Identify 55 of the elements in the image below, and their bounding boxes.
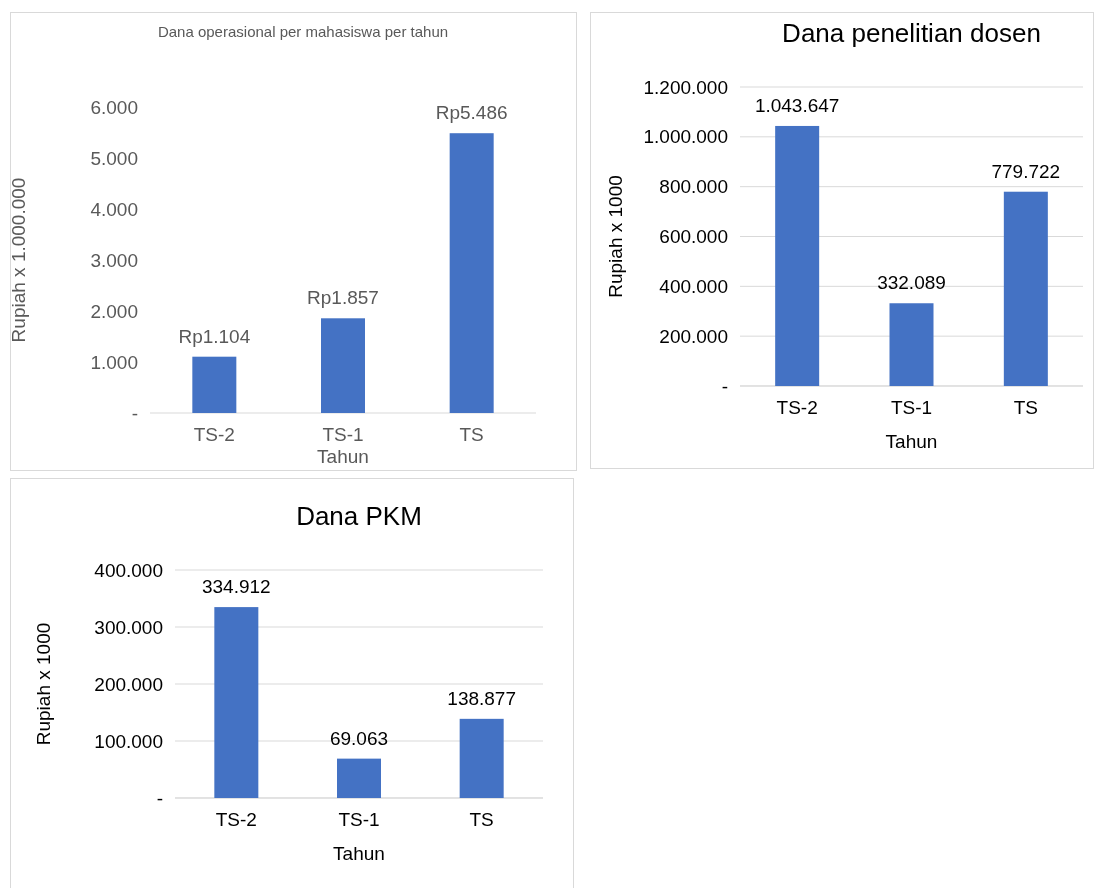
x-tick-label: TS-1 bbox=[338, 809, 380, 830]
x-axis-title: Tahun bbox=[317, 446, 369, 467]
y-tick-label: 400.000 bbox=[94, 559, 163, 581]
bar bbox=[775, 125, 820, 386]
x-axis-title: Tahun bbox=[333, 843, 385, 864]
y-tick-label: 600.000 bbox=[659, 226, 728, 248]
bar bbox=[459, 718, 504, 798]
y-tick-label: 2.000 bbox=[90, 300, 138, 322]
data-label: Rp1.104 bbox=[178, 325, 251, 347]
bar bbox=[214, 607, 259, 798]
x-axis-title: Tahun bbox=[885, 431, 938, 452]
y-tick-label: 6.000 bbox=[90, 96, 138, 118]
y-tick-label: 4.000 bbox=[90, 198, 138, 220]
x-tick-label: TS bbox=[469, 809, 494, 830]
y-tick-label: 3.000 bbox=[90, 249, 138, 271]
y-tick-label: 800.000 bbox=[659, 176, 728, 198]
y-tick-label: 200.000 bbox=[94, 673, 163, 695]
y-axis-title: Rupiah x 1.000.000 bbox=[8, 177, 29, 343]
x-tick-label: TS bbox=[459, 424, 484, 445]
x-tick-label: TS-2 bbox=[215, 809, 257, 830]
data-label: Rp1.857 bbox=[307, 287, 379, 309]
bar bbox=[192, 356, 237, 413]
bar bbox=[449, 133, 494, 413]
data-label: 69.063 bbox=[329, 727, 389, 749]
chart-title: Dana penelitian dosen bbox=[782, 18, 1041, 48]
data-label: Rp5.486 bbox=[435, 102, 508, 124]
x-tick-label: TS bbox=[1013, 397, 1038, 418]
data-label: 332.089 bbox=[877, 272, 946, 294]
x-tick-label: TS-1 bbox=[890, 397, 933, 418]
x-tick-label: TS-2 bbox=[776, 397, 818, 418]
y-tick-label: 100.000 bbox=[94, 730, 163, 752]
y-tick-label: 200.000 bbox=[659, 325, 728, 347]
y-tick-label: 1.200.000 bbox=[643, 76, 728, 98]
data-label: 138.877 bbox=[447, 687, 517, 709]
bar bbox=[1003, 191, 1048, 386]
y-tick-label: - bbox=[156, 787, 163, 809]
data-label: 779.722 bbox=[991, 160, 1061, 182]
x-tick-label: TS-1 bbox=[322, 424, 364, 445]
chart-title: Dana PKM bbox=[296, 501, 422, 531]
y-axis-title: Rupiah x 1000 bbox=[33, 622, 54, 746]
x-tick-label: TS-2 bbox=[193, 424, 235, 445]
bar bbox=[889, 303, 934, 386]
y-tick-label: 5.000 bbox=[90, 147, 138, 169]
y-tick-label: 300.000 bbox=[94, 616, 163, 638]
y-axis-title: Rupiah x 1000 bbox=[605, 175, 626, 298]
y-tick-label: 1.000 bbox=[90, 351, 138, 373]
y-tick-label: 1.000.000 bbox=[643, 126, 728, 148]
y-tick-label: 400.000 bbox=[659, 275, 728, 297]
bar bbox=[321, 318, 365, 413]
chart-title: Dana operasional per mahasiswa per tahun bbox=[157, 23, 449, 40]
data-label: 334.912 bbox=[201, 576, 271, 598]
y-tick-label: - bbox=[131, 402, 138, 424]
bar bbox=[337, 758, 381, 798]
data-label: 1.043.647 bbox=[754, 94, 840, 116]
y-tick-label: - bbox=[721, 375, 728, 397]
